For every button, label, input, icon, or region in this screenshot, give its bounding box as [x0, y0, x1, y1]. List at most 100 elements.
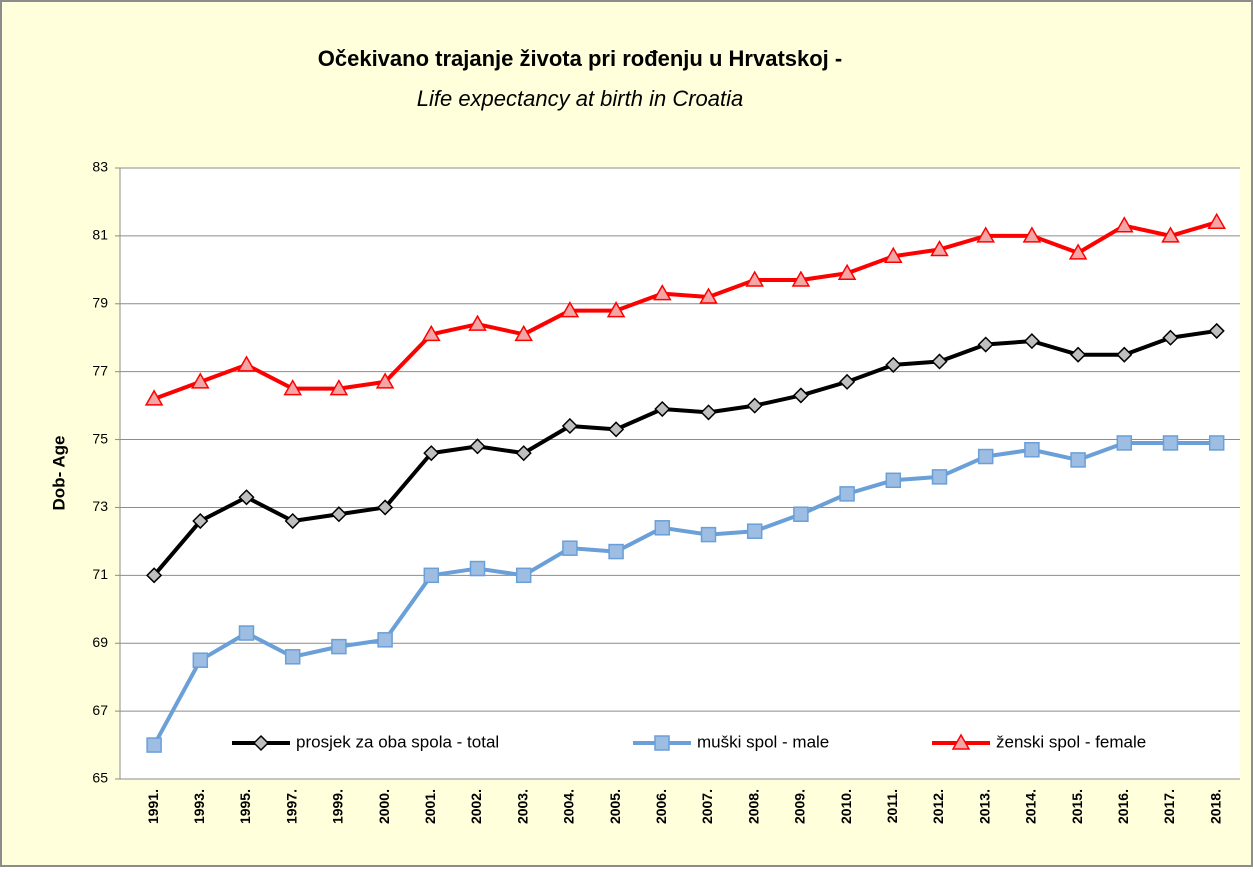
data-point	[560, 301, 580, 318]
data-point	[1070, 452, 1086, 468]
data-point	[931, 469, 948, 485]
data-point	[699, 287, 718, 304]
series-line	[153, 220, 1218, 401]
data-point	[745, 270, 764, 287]
x-tick-label: 2000.	[376, 789, 392, 824]
data-point	[561, 417, 578, 435]
data-point	[283, 379, 302, 396]
data-point	[746, 523, 763, 539]
x-tick-label: 2001.	[422, 789, 438, 824]
data-point	[1162, 435, 1179, 451]
data-point	[793, 506, 809, 522]
series-line	[152, 328, 1217, 577]
legend-label: muški spol - male	[697, 732, 829, 751]
chart-subtitle: Life expectancy at birth in Croatia	[417, 86, 744, 111]
data-point	[562, 540, 578, 556]
x-tick-label: 2012.	[930, 789, 946, 824]
y-tick-label: 81	[92, 227, 108, 243]
data-point	[469, 438, 486, 455]
x-tick-label: 2015.	[1069, 789, 1085, 824]
data-point	[885, 472, 902, 489]
data-point	[746, 397, 763, 414]
y-tick-label: 75	[92, 430, 108, 446]
data-point	[839, 373, 856, 390]
data-point	[515, 567, 532, 584]
data-point	[976, 226, 995, 243]
data-point	[422, 324, 441, 342]
data-point	[977, 336, 994, 353]
data-point	[1116, 435, 1133, 451]
data-point	[837, 263, 857, 280]
data-point	[1022, 226, 1042, 243]
data-point	[608, 543, 624, 560]
y-tick-label: 71	[92, 566, 108, 582]
data-point	[1116, 346, 1133, 363]
data-point	[146, 567, 163, 584]
data-point	[1161, 226, 1180, 243]
data-point	[1207, 212, 1226, 230]
data-point	[1115, 216, 1134, 233]
data-point	[375, 372, 395, 389]
data-point	[330, 506, 347, 523]
data-point	[144, 389, 164, 406]
data-point	[839, 486, 855, 502]
data-point	[884, 246, 903, 264]
data-point	[653, 284, 672, 301]
plot-area	[120, 168, 1240, 779]
x-tick-label: 1991.	[145, 789, 161, 824]
y-tick-label: 83	[92, 159, 108, 175]
data-point	[700, 404, 717, 421]
data-point	[977, 448, 994, 465]
x-tick-label: 2006.	[653, 789, 669, 824]
x-tick-label: 2008.	[745, 789, 761, 824]
x-tick-label: 2018.	[1207, 789, 1223, 824]
x-tick-label: 2017.	[1161, 789, 1177, 824]
x-tick-label: 2010.	[838, 789, 854, 824]
legend-label: prosjek za oba spola - total	[296, 732, 499, 751]
data-point	[654, 400, 671, 418]
data-point	[238, 489, 255, 506]
x-tick-label: 2013.	[976, 789, 992, 824]
y-tick-label: 65	[92, 770, 108, 786]
data-point	[791, 270, 811, 287]
x-tick-label: 1993.	[191, 789, 207, 824]
chart-title: Očekivano trajanje života pri rođenju u …	[318, 46, 842, 71]
x-tick-label: 2004.	[561, 789, 577, 824]
data-point	[423, 567, 440, 584]
legend-marker	[252, 734, 270, 752]
x-tick-label: 2007.	[699, 789, 715, 824]
data-point	[1162, 329, 1179, 346]
y-axis-label: Dob- Age	[49, 436, 68, 511]
data-point	[469, 560, 486, 577]
data-point	[191, 372, 210, 389]
x-tick-label: 2003.	[514, 789, 530, 824]
x-tick-label: 1999.	[330, 789, 346, 824]
data-point	[1208, 435, 1225, 451]
y-tick-label: 67	[92, 702, 108, 718]
data-point	[930, 239, 949, 257]
legend-label: ženski spol - female	[996, 732, 1146, 751]
data-point	[237, 355, 256, 372]
legend-marker	[951, 733, 971, 750]
data-point	[238, 625, 255, 641]
data-point	[931, 353, 948, 370]
x-tick-label: 2009.	[792, 789, 808, 824]
data-point	[515, 445, 532, 462]
data-point	[284, 512, 301, 530]
data-point	[146, 737, 162, 753]
data-point	[423, 445, 440, 462]
data-point	[606, 301, 626, 318]
data-point	[1024, 441, 1040, 458]
x-tick-label: 1997.	[283, 789, 299, 824]
data-point	[329, 379, 349, 396]
x-tick-label: 2011.	[884, 789, 900, 823]
data-point	[1068, 243, 1088, 260]
y-tick-label: 77	[92, 362, 108, 378]
data-point	[192, 652, 209, 668]
x-tick-label: 2016.	[1115, 789, 1131, 824]
data-point	[700, 526, 717, 543]
data-point	[377, 499, 394, 516]
data-point	[608, 421, 625, 438]
